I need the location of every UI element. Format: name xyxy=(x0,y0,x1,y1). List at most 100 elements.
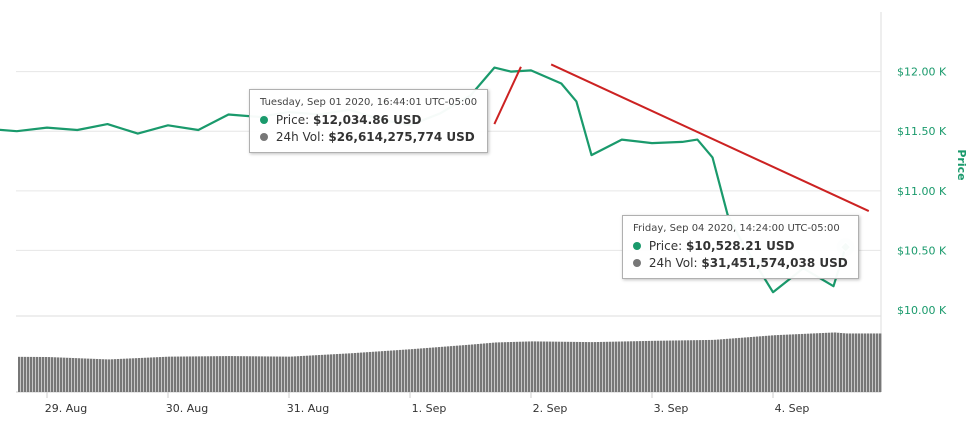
volume-bar xyxy=(636,341,639,392)
volume-dot-icon xyxy=(633,259,641,267)
volume-bar xyxy=(195,356,198,392)
trend-line xyxy=(493,66,522,125)
volume-bar xyxy=(381,351,384,392)
volume-bar xyxy=(138,358,141,392)
volume-bar xyxy=(828,332,831,392)
volume-bar xyxy=(615,341,618,392)
x-tick-label: 4. Sep xyxy=(775,402,810,415)
tooltip-volume-row: 24h Vol: $31,451,574,038 USD xyxy=(633,255,848,272)
volume-bar xyxy=(801,333,804,392)
volume-bar xyxy=(549,341,552,392)
volume-bar xyxy=(303,355,306,392)
volume-bar xyxy=(594,342,597,392)
x-tick-label: 31. Aug xyxy=(287,402,329,415)
volume-bar xyxy=(309,355,312,392)
volume-bar xyxy=(612,341,615,392)
volume-bar xyxy=(267,356,270,392)
volume-bar xyxy=(507,342,510,392)
volume-bar xyxy=(390,350,393,392)
volume-bar xyxy=(156,357,159,392)
volume-bar xyxy=(762,336,765,392)
volume-bar xyxy=(516,341,519,392)
volume-bar xyxy=(750,337,753,392)
volume-bar xyxy=(621,341,624,392)
volume-bar xyxy=(525,341,528,392)
volume-bar xyxy=(681,340,684,392)
tooltip-date: Tuesday, Sep 01 2020, 16:44:01 UTC-05:00 xyxy=(260,97,478,108)
volume-bar xyxy=(255,356,258,392)
volume-bar xyxy=(702,340,705,392)
volume-bar xyxy=(477,343,480,392)
volume-bar xyxy=(645,340,648,392)
volume-bar xyxy=(663,340,666,392)
volume-bar xyxy=(405,349,408,392)
volume-bar xyxy=(651,340,654,392)
volume-bar xyxy=(558,341,561,392)
volume-bar xyxy=(21,356,24,392)
volume-bar xyxy=(231,356,234,392)
volume-bar xyxy=(867,333,870,392)
volume-bar xyxy=(393,350,396,392)
volume-bar xyxy=(237,356,240,392)
price-dot-icon xyxy=(633,242,641,250)
volume-bar xyxy=(696,340,699,392)
volume-bar xyxy=(174,356,177,392)
volume-bar xyxy=(567,341,570,392)
volume-bar xyxy=(540,341,543,392)
volume-bar xyxy=(387,350,390,392)
volume-bar xyxy=(87,358,90,392)
volume-bar xyxy=(474,344,477,392)
volume-bar xyxy=(849,333,852,392)
volume-bar xyxy=(732,338,735,392)
volume-bar xyxy=(687,340,690,392)
volume-bar xyxy=(96,358,99,392)
volume-bar xyxy=(348,353,351,392)
tooltip-price-value: $12,034.86 USD xyxy=(312,113,422,127)
volume-bar xyxy=(300,356,303,392)
volume-bar xyxy=(717,339,720,392)
volume-bar xyxy=(81,358,84,392)
volume-bar xyxy=(78,358,81,392)
volume-bar xyxy=(144,357,147,392)
volume-bar xyxy=(420,348,423,392)
y-axis-title: Price xyxy=(955,149,968,180)
volume-bar xyxy=(555,341,558,392)
volume-bar xyxy=(369,351,372,392)
volume-bar xyxy=(93,358,96,392)
tooltip-price-row: Price: $10,528.21 USD xyxy=(633,238,848,255)
volume-bar xyxy=(723,339,726,392)
volume-bar xyxy=(831,332,834,392)
volume-bar xyxy=(375,351,378,392)
volume-bar xyxy=(27,356,30,392)
tooltip-volume-value: $31,451,574,038 USD xyxy=(701,256,848,270)
volume-bar xyxy=(579,341,582,392)
volume-bar xyxy=(408,349,411,392)
volume-bar xyxy=(450,346,453,392)
volume-bar xyxy=(132,358,135,392)
volume-bar xyxy=(843,333,846,392)
x-tick-label: 1. Sep xyxy=(412,402,447,415)
volume-bar xyxy=(561,341,564,392)
volume-bar xyxy=(876,333,879,392)
tooltip-price-value: $10,528.21 USD xyxy=(685,239,795,253)
volume-bar xyxy=(204,356,207,392)
volume-bar xyxy=(114,359,117,392)
volume-bar xyxy=(693,340,696,392)
volume-bar xyxy=(660,340,663,392)
tooltip-volume-label: 24h Vol: xyxy=(275,130,325,144)
volume-bar xyxy=(855,333,858,392)
volume-bar xyxy=(186,356,189,392)
volume-bar xyxy=(501,342,504,392)
volume-bar xyxy=(63,357,66,392)
volume-bar xyxy=(396,350,399,392)
volume-bar xyxy=(744,337,747,392)
volume-bar xyxy=(657,340,660,392)
x-axis-ticks: 29. Aug 30. Aug 31. Aug 1. Sep 2. Sep 3. Sep 4… xyxy=(45,392,810,415)
volume-bar xyxy=(630,341,633,392)
x-tick-label: 3. Sep xyxy=(654,402,689,415)
volume-bar xyxy=(39,356,42,392)
volume-bar xyxy=(447,346,450,392)
volume-bar xyxy=(669,340,672,392)
volume-bar xyxy=(402,349,405,392)
